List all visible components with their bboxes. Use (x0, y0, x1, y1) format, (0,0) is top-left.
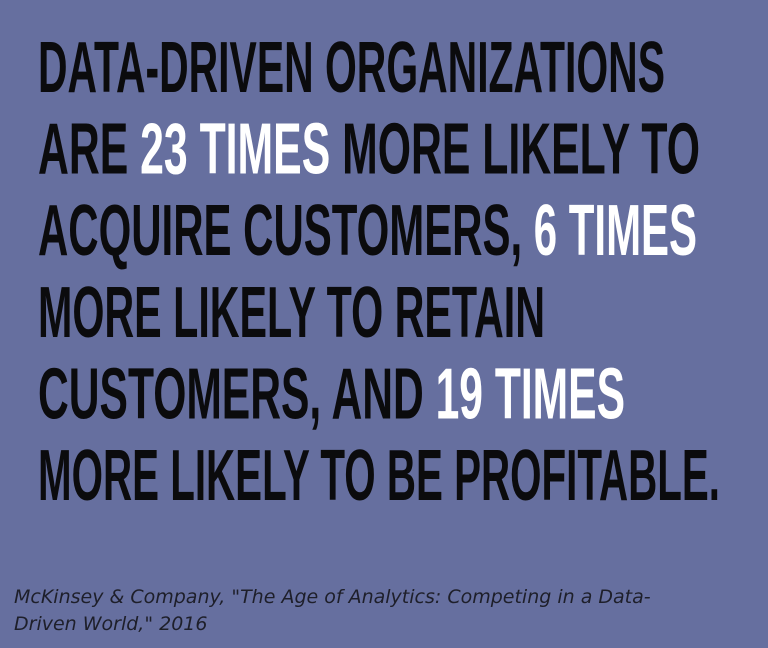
quote-line: MORE LIKELY TO RETAIN (38, 273, 545, 353)
citation: Driven World," 2016 (14, 613, 207, 635)
highlight-text: 6 TIMES (534, 191, 697, 271)
quote-line: CUSTOMERS, AND 19 TIMES (38, 354, 625, 434)
quote-text: ACQUIRE CUSTOMERS, (38, 191, 534, 271)
citation: McKinsey & Company, "The Age of Analytic… (14, 586, 651, 608)
quote-line: ACQUIRE CUSTOMERS, 6 TIMES (38, 191, 697, 271)
quote-text: MORE LIKELY TO (330, 110, 700, 190)
quote-text: DATA-DRIVEN ORGANIZATIONS (38, 28, 665, 108)
quote-line: DATA-DRIVEN ORGANIZATIONS (38, 28, 665, 108)
highlight-text: 23 TIMES (140, 110, 330, 190)
quote-text: MORE LIKELY TO RETAIN (38, 273, 545, 353)
quote-line: MORE LIKELY TO BE PROFITABLE. (38, 436, 720, 516)
quote-text: MORE LIKELY TO BE PROFITABLE. (38, 436, 720, 516)
quote-text: CUSTOMERS, AND (38, 354, 436, 434)
quote-text: ARE (38, 110, 140, 190)
quote-line: ARE 23 TIMES MORE LIKELY TO (38, 110, 700, 190)
highlight-text: 19 TIMES (436, 354, 625, 434)
